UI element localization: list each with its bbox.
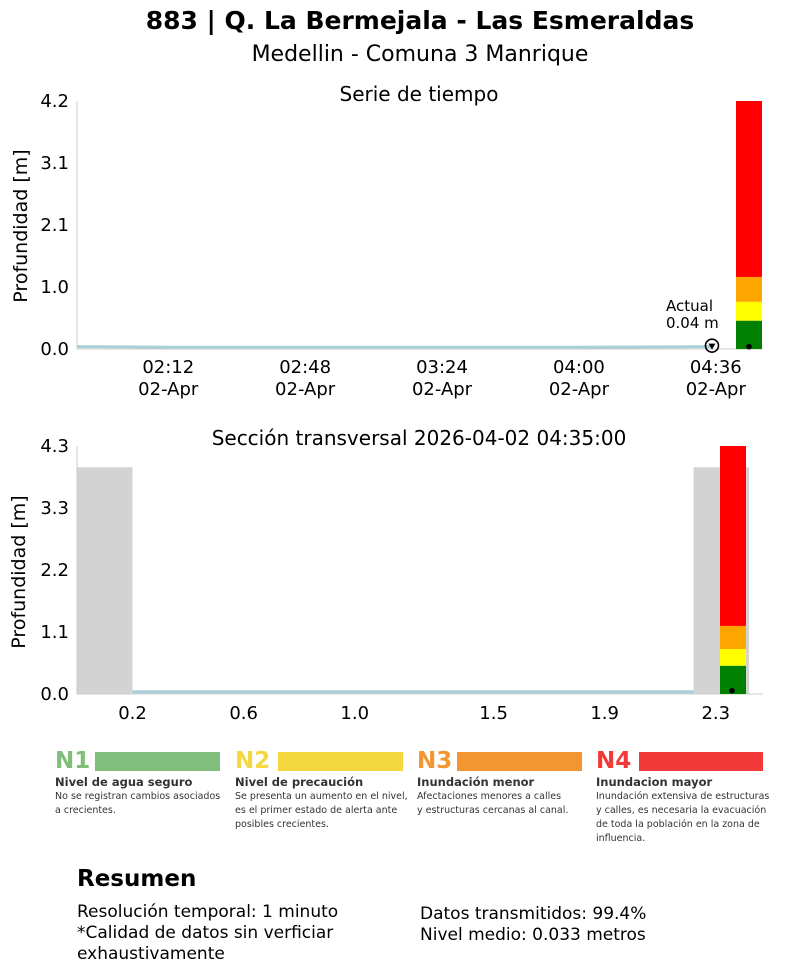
y-tick-label: 3.1 [40, 153, 69, 174]
current-value-text: 0.04 m [666, 314, 719, 332]
current-marker-ring [704, 338, 720, 353]
level-n2-name: Nivel de precaución [235, 775, 364, 789]
chart-title: Sección transversal 2026-04-02 04:35:00 [212, 426, 627, 450]
level-n2-bar [278, 752, 403, 771]
data-transmitted: Datos transmitidos: 99.4% [420, 904, 647, 924]
desc-line: Inundación extensiva de estructuras [596, 791, 770, 802]
page-title: 883 | Q. La Bermejala - Las Esmeraldas [145, 6, 695, 35]
x-tick-date: 02-Apr [138, 379, 199, 400]
level-n2-desc: Se presenta un aumento en el nivel, es e… [235, 790, 408, 832]
temporal-resolution: Resolución temporal: 1 minuto [77, 902, 339, 922]
y-tick-label: 0.0 [40, 339, 69, 360]
level-n3-name: Inundación menor [417, 775, 535, 789]
y-tick-label: 4.2 [40, 91, 69, 112]
summary-left: Resolución temporal: 1 minuto *Calidad d… [77, 902, 338, 965]
y-tick-label: 0.0 [40, 684, 69, 705]
y-tick-label: 1.1 [40, 622, 69, 643]
x-tick-label: 04:00 [553, 357, 605, 378]
level-n4-name: Inundacion mayor [596, 775, 713, 789]
y-tick-label: 4.3 [40, 436, 69, 457]
desc-line: influencia. [596, 833, 646, 844]
time-series-chart: Serie de tiempo Profundidad [m] 0.0 1.0 2.… [10, 82, 762, 400]
level-n4-desc: Inundación extensiva de estructuras y ca… [596, 790, 769, 846]
desc-line: a crecientes. [55, 805, 116, 816]
current-marker-arrow [708, 343, 716, 350]
mean-level: Nivel medio: 0.033 metros [420, 925, 646, 945]
level-band-orange [736, 276, 762, 302]
level-band-yellow [736, 301, 762, 321]
level-marker-dot [729, 687, 735, 694]
y-axis-label: Profundidad [m] [8, 495, 30, 648]
desc-line: y calles, es necesaria la evacuación [596, 805, 767, 816]
series-line [76, 345, 713, 349]
y-tick-label: 3.3 [40, 498, 69, 519]
desc-line: es el primer estado de alerta ante [235, 805, 398, 816]
quality-note-cont: exhaustivamente [77, 944, 225, 964]
x-tick-label: 1.9 [590, 703, 619, 724]
x-tick-date: 02-Apr [412, 379, 473, 400]
x-tick-label: 04:36 [690, 357, 742, 378]
level-band-yellow [720, 649, 746, 666]
y-tick-label: 2.2 [40, 560, 69, 581]
level-n3-tag: N3 [417, 748, 453, 774]
summary-right: Datos transmitidos: 99.4% Nivel medio: 0… [420, 904, 646, 946]
x-tick-label: 03:24 [416, 357, 468, 378]
desc-line: posibles crecientes. [235, 819, 329, 830]
quality-note: *Calidad de datos sin verficiar [77, 923, 334, 943]
level-n1-desc: No se registran cambios asociados a crec… [55, 790, 220, 818]
desc-line: Afectaciones menores a calles [417, 791, 562, 802]
x-tick-date: 02-Apr [686, 379, 747, 400]
desc-line: Se presenta un aumento en el nivel, [235, 791, 408, 802]
x-tick-label: 02:48 [279, 357, 331, 378]
level-n2-tag: N2 [235, 748, 271, 774]
level-band-orange [720, 625, 746, 650]
x-tick-label: 0.2 [118, 703, 147, 724]
x-tick-date: 02-Apr [549, 379, 610, 400]
desc-line: No se registran cambios asociados [55, 791, 221, 802]
desc-line: de toda la población en la zona de [596, 819, 760, 830]
x-tick-date: 02-Apr [275, 379, 336, 400]
level-n1-tag: N1 [55, 748, 91, 774]
level-n4-bar [639, 752, 763, 771]
channel-ground [77, 467, 750, 694]
page-subtitle: Medellin - Comuna 3 Manrique [251, 42, 589, 67]
cross-section-chart: Sección transversal 2026-04-02 04:35:00 … [8, 426, 763, 724]
x-tick-label: 1.0 [340, 703, 369, 724]
x-tick-label: 2.3 [701, 703, 730, 724]
y-tick-label: 2.1 [40, 215, 69, 236]
y-tick-label: 1.0 [40, 277, 69, 298]
y-axis-label: Profundidad [m] [10, 149, 32, 302]
x-tick-label: 1.5 [479, 703, 508, 724]
desc-line: y estructuras cercanas al canal. [417, 805, 569, 816]
level-n1-name: Nivel de agua seguro [55, 775, 193, 789]
level-band-red [736, 101, 762, 277]
level-n3-desc: Afectaciones menores a calles y estructu… [417, 790, 568, 818]
current-value-label: Actual [666, 297, 713, 315]
level-band-red [720, 446, 746, 626]
x-tick-label: 02:12 [142, 357, 194, 378]
summary-title: Resumen [77, 866, 197, 892]
level-n4-tag: N4 [596, 748, 632, 774]
level-n3-bar [457, 752, 582, 771]
level-marker-dot [746, 343, 752, 350]
chart-title: Serie de tiempo [340, 82, 499, 106]
level-n1-bar [95, 752, 220, 771]
x-tick-label: 0.6 [229, 703, 258, 724]
